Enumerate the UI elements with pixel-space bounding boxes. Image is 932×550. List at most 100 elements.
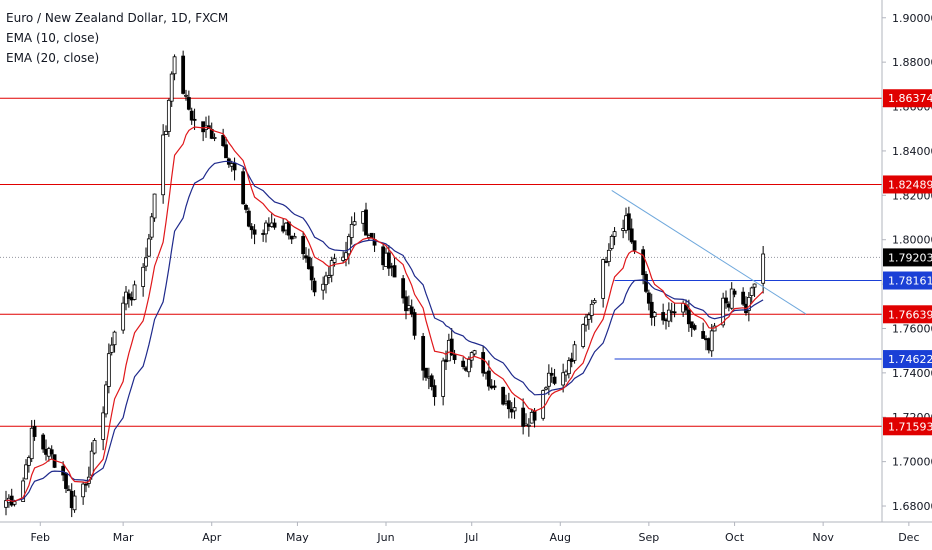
price-tick-label: 1.80000	[892, 234, 932, 247]
candle-body	[581, 324, 586, 347]
candle-body	[172, 56, 177, 75]
candle-body	[404, 296, 408, 312]
candle-body	[512, 407, 517, 412]
level-price-tag-label: 1.76639	[888, 308, 932, 321]
candle-body	[312, 280, 317, 293]
candle-body	[301, 236, 306, 255]
candle-body	[401, 278, 406, 299]
descending-trendline[interactable]	[611, 190, 807, 315]
candle-body	[481, 352, 486, 374]
candle-body	[461, 360, 466, 367]
candle-body	[324, 275, 328, 286]
candle-body	[161, 134, 166, 196]
candle-body	[604, 261, 608, 263]
candle-body	[232, 163, 237, 171]
candle-body	[152, 193, 157, 219]
candle-body	[332, 258, 337, 263]
candle-body	[186, 97, 191, 110]
candle-body	[104, 384, 108, 415]
candle-body	[412, 312, 417, 336]
ema10-line	[5, 126, 764, 502]
candle-body	[189, 110, 194, 121]
candle-body	[452, 354, 457, 361]
candle-body	[272, 222, 277, 228]
candle-body	[541, 390, 546, 419]
candle-body	[729, 288, 734, 309]
candle-body	[524, 423, 528, 426]
candle-body	[632, 240, 637, 251]
legend-ema10: EMA (10, close)	[6, 31, 100, 45]
candle-body	[761, 253, 766, 284]
horizontal-levels[interactable]	[0, 97, 882, 427]
time-tick-label: Aug	[550, 531, 571, 544]
candle-body	[112, 331, 117, 346]
candle-body	[421, 336, 426, 371]
candle-body	[244, 204, 248, 210]
candle-body	[264, 222, 268, 235]
level-price-tag	[883, 417, 932, 436]
last-price-tag-label: 1.79203	[888, 251, 932, 264]
time-axis[interactable]: Feb Mar Apr May Jun Jul Aug Sep Oct Nov Dec	[0, 521, 932, 544]
candle-body	[306, 256, 311, 270]
candle-body	[724, 297, 728, 304]
candle-body	[386, 252, 391, 269]
candle-body	[549, 372, 554, 376]
candle-body	[132, 284, 137, 300]
candle-body	[292, 236, 297, 239]
candle-body	[212, 137, 217, 139]
time-tick-label: Mar	[113, 531, 134, 544]
level-price-tag-label: 1.86374	[888, 92, 932, 105]
legend-symbol: Euro / New Zealand Dollar, 1D, FXCM	[6, 11, 229, 25]
time-tick-label: May	[286, 531, 309, 544]
time-tick-label: Jul	[464, 531, 478, 544]
candle-body	[652, 312, 657, 318]
candle-body	[606, 249, 611, 262]
candle-body	[646, 292, 651, 304]
level-price-tag-label: 1.82489	[888, 178, 932, 191]
candle-body	[221, 135, 226, 146]
candle-body	[252, 229, 257, 235]
candle-body	[552, 376, 557, 384]
candle-body	[241, 171, 246, 205]
candle-body	[709, 330, 714, 352]
candle-body	[521, 407, 526, 427]
level-price-tag	[883, 175, 932, 194]
level-price-tag	[883, 350, 932, 369]
price-tick-label: 1.90000	[892, 12, 932, 25]
candle-body	[144, 257, 148, 267]
candle-body	[89, 450, 94, 476]
ema20-series	[5, 160, 764, 502]
candle-body	[441, 360, 446, 397]
candle-body	[609, 235, 614, 249]
last-price-tag	[883, 248, 932, 267]
candle-body	[686, 309, 691, 325]
level-price-tag-label: 1.74622	[888, 353, 932, 366]
candle-body	[472, 350, 477, 355]
candle-body	[141, 266, 146, 287]
price-tags: 1.86374 1.82489 1.78161 1.76639 1.74622 1.715…	[883, 89, 932, 436]
candle-body	[101, 412, 106, 440]
candle-body	[166, 99, 171, 132]
trendlines[interactable]	[611, 190, 807, 315]
candle-body	[64, 472, 68, 489]
candle-body	[732, 290, 737, 295]
time-tick-label: Nov	[812, 531, 834, 544]
candle-body	[106, 353, 111, 387]
candle-body	[506, 400, 511, 410]
candle-body	[572, 344, 577, 361]
level-price-tag-label: 1.71593	[888, 420, 932, 433]
candle-body	[626, 213, 631, 231]
candle-body	[666, 309, 671, 322]
candle-body	[649, 301, 654, 318]
candle-body	[566, 360, 571, 375]
candle-body	[544, 387, 548, 390]
candle-body	[392, 265, 397, 278]
time-tick-label: Oct	[725, 531, 745, 544]
candle-body	[429, 375, 434, 387]
candle-body	[349, 223, 354, 238]
candle-body	[432, 385, 437, 398]
candle-body	[749, 287, 754, 296]
candle-body	[21, 480, 26, 502]
candle-body	[126, 293, 131, 299]
